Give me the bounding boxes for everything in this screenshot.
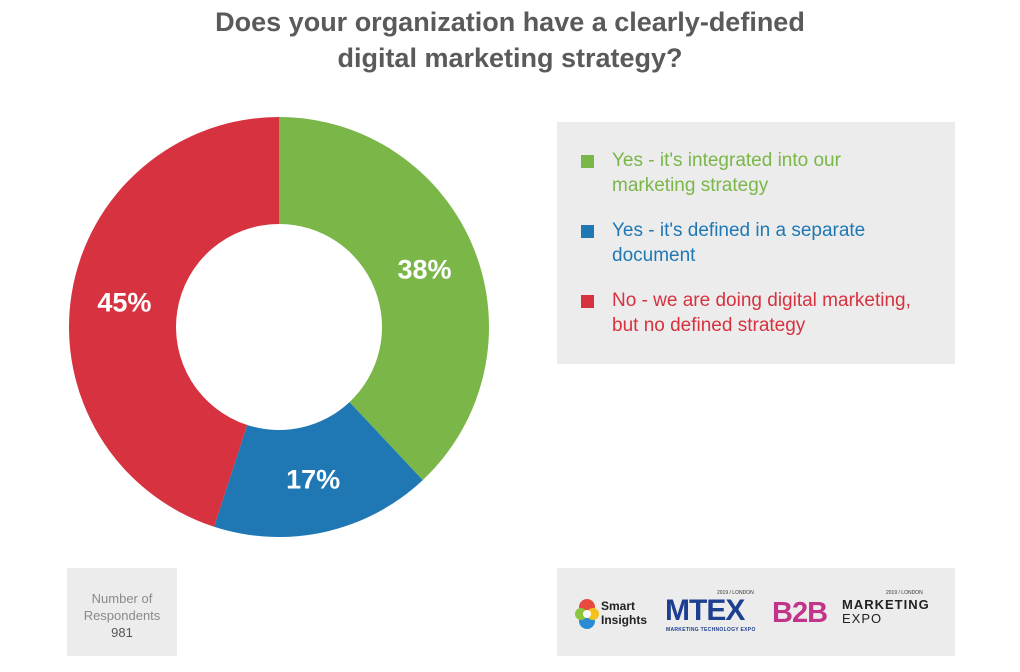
mtex-year: 2019 / LONDON bbox=[717, 590, 754, 596]
mtex-logo: 2019 / LONDON MTEX MARKETING TECHNOLOGY … bbox=[665, 590, 761, 634]
slice-no-strategy bbox=[68, 117, 279, 527]
mtex-subtitle: MARKETING TECHNOLOGY EXPO bbox=[666, 627, 756, 633]
b2b-expo-word: EXPO bbox=[842, 611, 883, 626]
legend-text-no-strategy: No - we are doing digital marketing, but… bbox=[612, 288, 952, 338]
b2b-wordmark: B2B bbox=[772, 597, 828, 629]
legend-text-line: marketing strategy bbox=[612, 175, 769, 196]
slice-separate-document bbox=[214, 402, 423, 537]
chart-title: Does your organization have a clearly-de… bbox=[0, 4, 1020, 76]
slice-label-no-strategy: 45% bbox=[97, 288, 151, 318]
legend-swatch-no-strategy bbox=[581, 295, 594, 308]
respondents-count: 981 bbox=[111, 625, 133, 640]
respondents-label-line-2: Respondents bbox=[83, 608, 161, 623]
b2b-marketing-expo-logo: 2019 / LONDON B2B MARKETING EXPO bbox=[772, 590, 942, 634]
slice-label-integrated: 38% bbox=[397, 254, 451, 284]
legend-text-integrated: Yes - it's integrated into our marketing… bbox=[612, 148, 952, 198]
smart-insights-line-2: Insights bbox=[601, 613, 648, 627]
smart-insights-logo: Smart Insights bbox=[575, 596, 655, 632]
smart-insights-line-1: Smart bbox=[601, 599, 636, 613]
smart-insights-logo-icon bbox=[575, 599, 599, 629]
donut-chart: 38% 17% 45% bbox=[68, 117, 490, 537]
legend-text-separate-document: Yes - it's defined in a separate documen… bbox=[612, 218, 952, 268]
legend-swatch-integrated bbox=[581, 155, 594, 168]
slice-label-separate-document: 17% bbox=[286, 465, 340, 495]
legend-text-line: document bbox=[612, 245, 696, 266]
b2b-marketing-word: MARKETING bbox=[842, 597, 930, 612]
slice-integrated bbox=[279, 117, 490, 481]
chart-title-line-2: digital marketing strategy? bbox=[337, 43, 683, 73]
chart-title-line-1: Does your organization have a clearly-de… bbox=[215, 7, 805, 37]
legend: Yes - it's integrated into our marketing… bbox=[557, 122, 955, 364]
respondents-box: Number of Respondents 981 bbox=[67, 568, 177, 656]
legend-text-line: No - we are doing digital marketing, bbox=[612, 290, 911, 311]
legend-text-line: but no defined strategy bbox=[612, 315, 806, 336]
sponsor-logos: Smart Insights 2019 / LONDON MTEX MARKET… bbox=[557, 568, 955, 656]
legend-text-line: Yes - it's defined in a separate bbox=[612, 220, 866, 241]
legend-swatch-separate-document bbox=[581, 225, 594, 238]
legend-text-line: Yes - it's integrated into our bbox=[612, 150, 841, 171]
b2b-year: 2019 / LONDON bbox=[886, 590, 923, 596]
respondents-label-line-1: Number of bbox=[91, 591, 153, 606]
mtex-wordmark: MTEX bbox=[665, 594, 745, 627]
